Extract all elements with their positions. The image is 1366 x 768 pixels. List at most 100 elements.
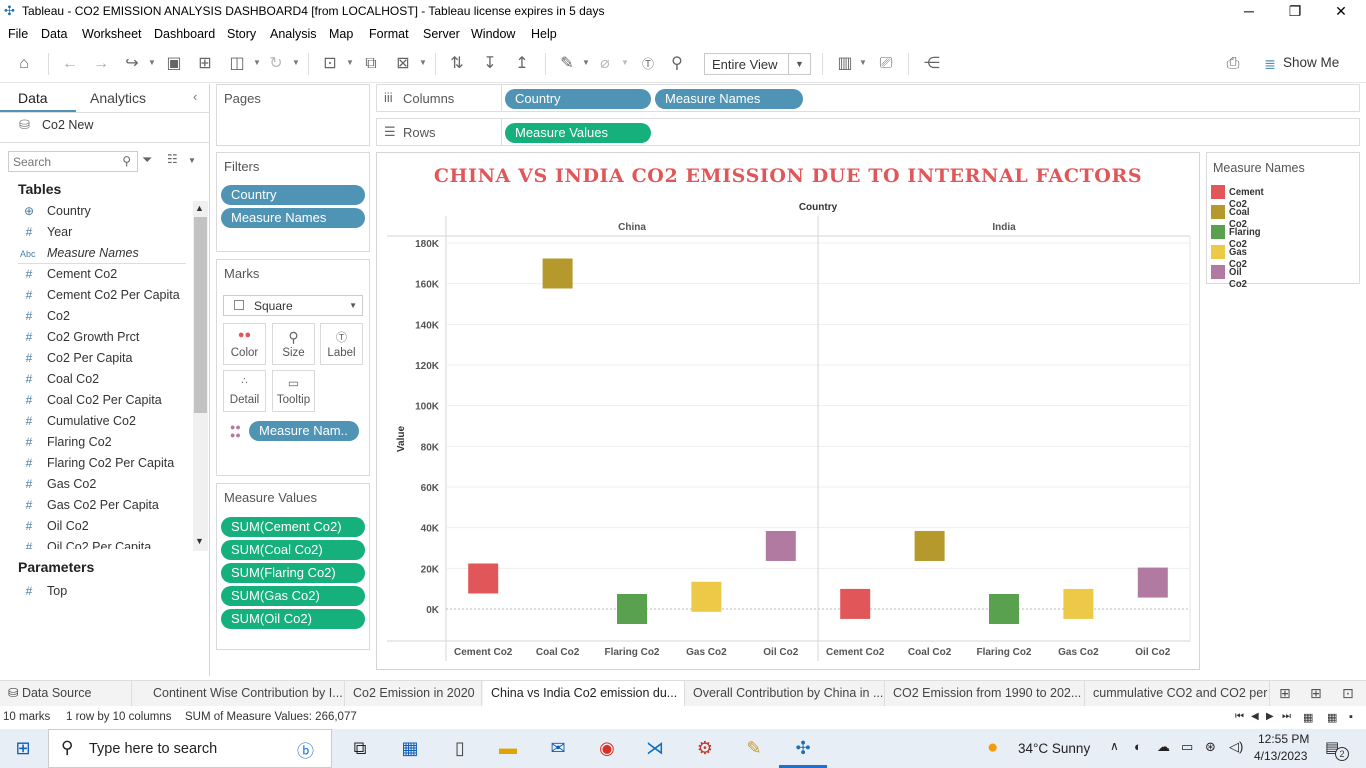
menu-dashboard[interactable]: Dashboard (154, 27, 216, 41)
field-item[interactable]: # Coal Co2 (0, 369, 190, 390)
menu-help[interactable]: Help (531, 27, 557, 41)
measure-value-pill[interactable]: SUM(Gas Co2) (221, 586, 365, 606)
bing-icon[interactable]: ⓑ (297, 742, 314, 761)
sort-descending-icon[interactable]: ↥ (515, 55, 529, 72)
filter-pill-country[interactable]: Country (221, 185, 365, 205)
columns-pill-country[interactable]: Country (505, 89, 651, 109)
replay-dropdown-icon[interactable]: ▼ (148, 58, 156, 67)
sheet-tab-active[interactable]: China vs India Co2 emission du... (483, 681, 685, 706)
battery-icon[interactable]: ▭ (1181, 739, 1194, 754)
columns-shelf[interactable]: iii Columns Country Measure Names (376, 84, 1360, 112)
restore-button[interactable]: ❐ (1288, 3, 1302, 19)
detail-button[interactable]: ∴ Detail (223, 370, 266, 412)
wifi-icon[interactable]: ⊛ (1205, 739, 1216, 754)
field-item[interactable]: # Flaring Co2 Per Capita (0, 453, 190, 474)
sheet-tab[interactable]: Co2 Emission in 2020 (345, 681, 482, 706)
measure-value-pill[interactable]: SUM(Coal Co2) (221, 540, 365, 560)
clear-dropdown-icon[interactable]: ▼ (419, 58, 427, 67)
tab-analytics[interactable]: Analytics (90, 90, 147, 106)
weather-text[interactable]: 34°C Sunny (1018, 741, 1091, 756)
file-icon[interactable]: ▯ (455, 738, 465, 758)
fit-dropdown[interactable]: Entire View ▼ (704, 53, 811, 75)
color-button[interactable]: ●● Color (223, 323, 266, 365)
tableau-icon[interactable]: ✣ (795, 738, 811, 758)
rows-pill-measure-values[interactable]: Measure Values (505, 123, 651, 143)
collapse-pane-icon[interactable]: ‹ (193, 89, 198, 104)
refresh-dropdown-icon[interactable]: ▼ (292, 58, 300, 67)
datasource-name[interactable]: Co2 New (42, 118, 94, 132)
refresh-icon[interactable]: ↻ (269, 55, 283, 72)
sheet-tab[interactable]: cummulative CO2 and CO2 per ... (1085, 681, 1270, 706)
sheet-tab[interactable]: Continent Wise Contribution by I... (145, 681, 345, 706)
field-item[interactable]: # Oil Co2 Per Capita (0, 537, 190, 549)
filters-card[interactable]: Filters Country Measure Names (216, 152, 370, 252)
field-item[interactable]: # Co2 Per Capita (0, 348, 190, 369)
sort-ascending-icon[interactable]: ↧ (483, 55, 497, 72)
home-icon[interactable]: ⌂ (19, 55, 29, 72)
sheet-tab[interactable]: Overall Contribution by China in ... (685, 681, 885, 706)
replay-icon[interactable]: ↪ (125, 55, 139, 72)
cards-dropdown-icon[interactable]: ▼ (859, 58, 867, 67)
field-item[interactable]: # Cement Co2 (0, 264, 190, 285)
file-explorer-icon[interactable]: ▬ (499, 738, 517, 758)
pause-dropdown-icon[interactable]: ▼ (253, 58, 261, 67)
color-legend[interactable]: Measure Names Cement Co2 Coal Co2 Flaring … (1206, 152, 1360, 290)
swap-rows-columns-icon[interactable]: ⇅ (450, 55, 464, 72)
volume-icon[interactable]: ◁) (1229, 739, 1244, 754)
group-members-icon[interactable]: ⌀ (600, 55, 610, 72)
show-cards-icon[interactable]: ▥ (837, 55, 853, 72)
field-item[interactable]: # Oil Co2 (0, 516, 190, 537)
menu-worksheet[interactable]: Worksheet (82, 27, 142, 41)
field-item[interactable]: # Co2 Growth Prct (0, 327, 190, 348)
next-sheet-icon[interactable]: ▶ (1266, 711, 1274, 722)
show-labels-icon[interactable]: Ⓣ (641, 57, 654, 71)
measure-value-pill[interactable]: SUM(Flaring Co2) (221, 563, 365, 583)
windows-start-icon[interactable]: ⊞ (15, 738, 31, 758)
clear-sheet-icon[interactable]: ⊠ (396, 55, 410, 72)
search-field[interactable]: ⚲ (8, 151, 138, 172)
mark-type-dropdown[interactable]: Square ▼ (223, 295, 363, 316)
view-options-dropdown-icon[interactable]: ▼ (188, 156, 196, 165)
task-view-icon[interactable]: ⧉ (353, 738, 367, 758)
share-icon[interactable]: ⋲ (924, 55, 940, 72)
tab-view-icon[interactable]: ▪ (1349, 711, 1353, 723)
store-icon[interactable]: ▦ (401, 738, 419, 758)
new-datasource-icon[interactable]: ⊞ (198, 55, 212, 72)
field-item[interactable]: # Year (0, 222, 190, 243)
menu-map[interactable]: Map (329, 27, 354, 41)
menu-window[interactable]: Window (471, 27, 516, 41)
field-item[interactable]: # Gas Co2 Per Capita (0, 495, 190, 516)
scrollbar-track[interactable]: ▲ ▼ (193, 201, 208, 551)
app-icon[interactable]: ⚙ (696, 738, 714, 758)
new-dashboard-icon[interactable]: ⊞ (1310, 685, 1322, 701)
group-dropdown-icon[interactable]: ▼ (621, 58, 629, 67)
show-me-button[interactable]: Show Me (1283, 55, 1340, 70)
scrollbar-thumb[interactable] (194, 217, 207, 413)
new-worksheet-dropdown-icon[interactable]: ▼ (346, 58, 354, 67)
field-item[interactable]: # Coal Co2 Per Capita (0, 390, 190, 411)
menu-file[interactable]: File (8, 27, 29, 41)
rows-shelf[interactable]: ☰ Rows Measure Values (376, 118, 1360, 146)
film-strip-icon[interactable]: ▦ (1303, 712, 1314, 724)
prev-sheet-icon[interactable]: ◀ (1251, 711, 1259, 722)
search-input[interactable] (13, 154, 113, 169)
clock-date[interactable]: 4/13/2023 (1254, 749, 1308, 763)
save-icon[interactable]: ▣ (166, 55, 182, 72)
label-button[interactable]: Ⓣ Label (320, 323, 363, 365)
chrome-icon[interactable]: ◉ (599, 738, 615, 758)
last-sheet-icon[interactable]: ⏭ (1282, 711, 1291, 722)
taskbar-search[interactable]: ⚲ Type here to search ⓑ (48, 729, 332, 768)
field-item[interactable]: Abc Measure Names (0, 243, 190, 264)
mail-icon[interactable]: ✉ (550, 738, 566, 758)
pause-updates-icon[interactable]: ◫ (229, 55, 245, 72)
view-options-icon[interactable]: ☷ (167, 152, 178, 166)
highlight-dropdown-icon[interactable]: ▼ (582, 58, 590, 67)
field-item[interactable]: ⊕ Country (0, 201, 190, 222)
redo-icon[interactable]: → (93, 55, 109, 72)
field-item[interactable]: # Gas Co2 (0, 474, 190, 495)
field-item[interactable]: # Cumulative Co2 (0, 411, 190, 432)
close-button[interactable]: ✕ (1335, 3, 1347, 19)
menu-analysis[interactable]: Analysis (270, 27, 317, 41)
format-painter-icon[interactable]: ⎙ (1226, 55, 1240, 72)
network-share-icon[interactable]: ☁ (1157, 739, 1170, 754)
